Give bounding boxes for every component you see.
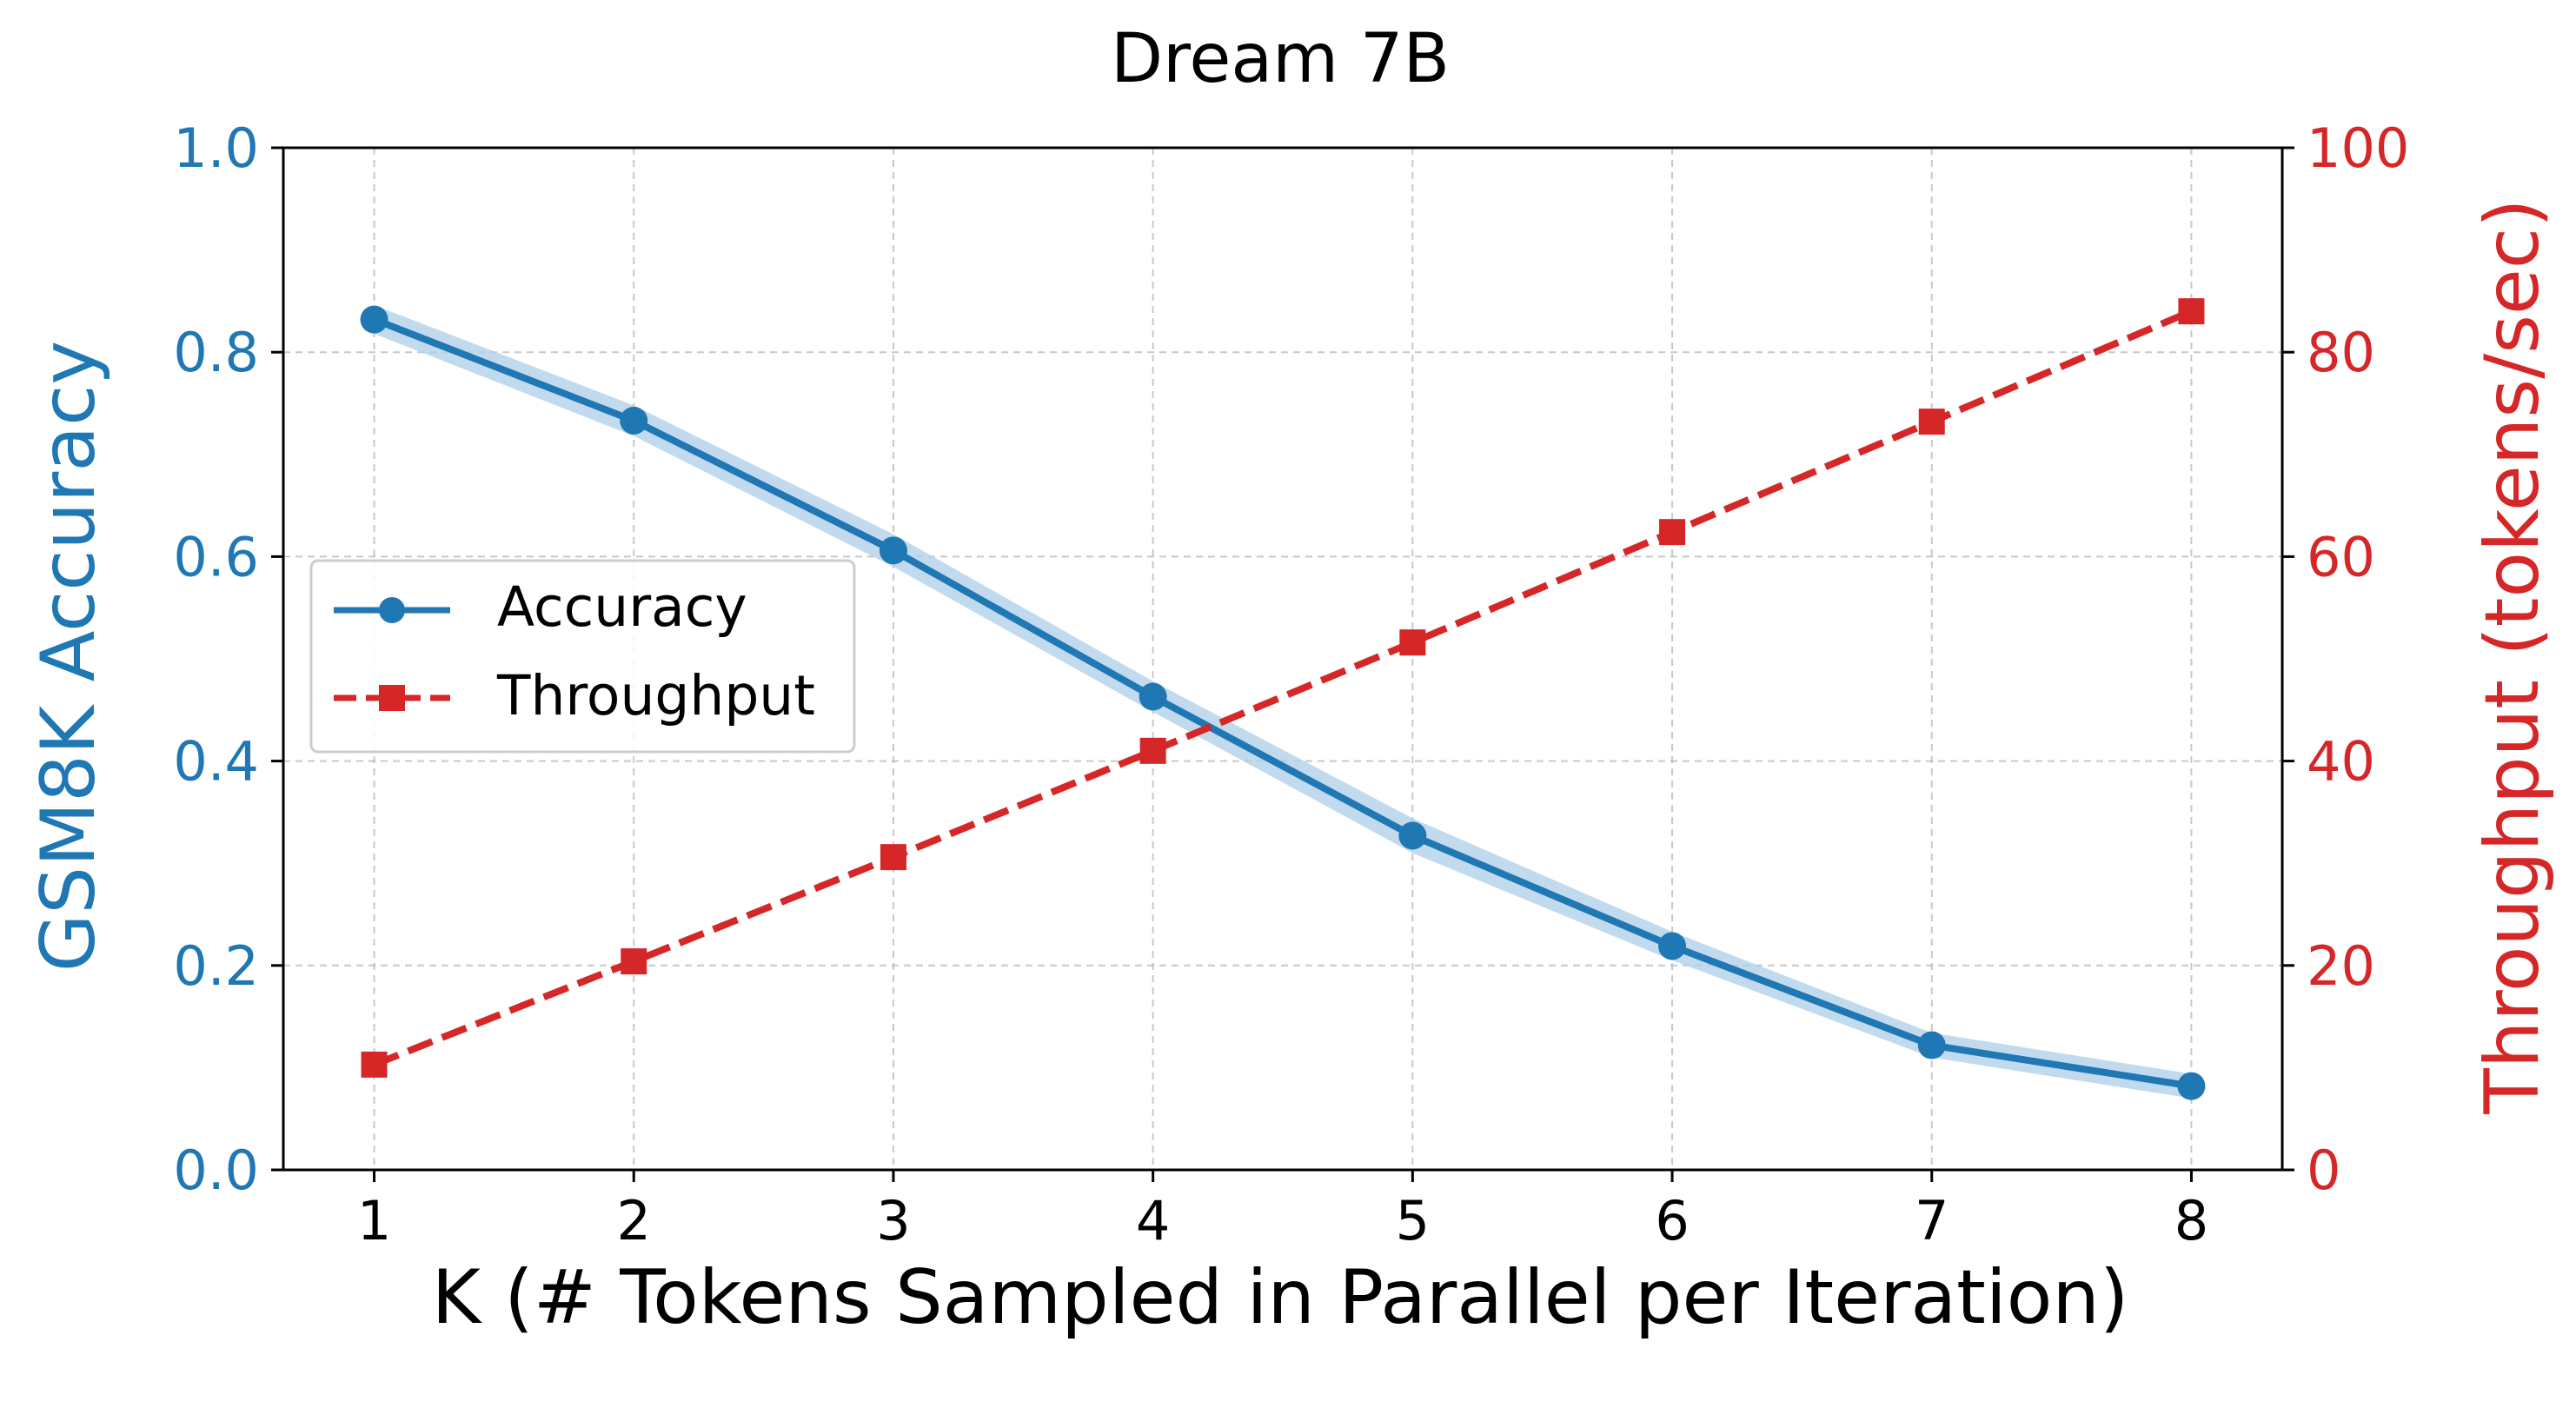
x-axis: 1 2 3 4 5 6 7 8 xyxy=(357,1170,2208,1252)
throughput-point xyxy=(621,948,647,975)
x-tick-label: 8 xyxy=(2174,1189,2208,1252)
legend-throughput-label: Throughput xyxy=(496,664,815,727)
accuracy-point xyxy=(879,536,907,565)
legend-throughput-marker xyxy=(379,685,405,711)
accuracy-point xyxy=(1658,932,1687,960)
chart-title: Dream 7B xyxy=(1111,20,1450,98)
throughput-point xyxy=(1139,737,1166,764)
x-tick-label: 1 xyxy=(357,1189,391,1252)
y-tick-label-left: 0.0 xyxy=(173,1139,259,1202)
accuracy-point xyxy=(620,406,648,435)
y-tick-label-right: 80 xyxy=(2307,321,2375,384)
accuracy-line xyxy=(373,316,2193,1090)
x-tick-label: 4 xyxy=(1136,1189,1170,1252)
y-tick-label-left: 0.4 xyxy=(173,730,259,794)
accuracy-point xyxy=(360,305,388,334)
x-tick-label: 7 xyxy=(1915,1189,1949,1252)
y-axis-right: 0 20 40 60 80 100 xyxy=(2282,116,2409,1202)
y-tick-label-right: 60 xyxy=(2307,525,2375,588)
x-tick-label: 3 xyxy=(876,1189,910,1252)
throughput-point xyxy=(1659,519,1686,546)
x-tick-label: 6 xyxy=(1655,1189,1689,1252)
y-tick-label-left: 0.2 xyxy=(173,934,259,998)
y-tick-label-left: 1.0 xyxy=(173,116,259,180)
series-markers xyxy=(360,298,2206,1100)
accuracy-point xyxy=(1917,1031,1946,1060)
throughput-point xyxy=(2178,298,2205,325)
y-axis-label-right: Throughput (tokens/sec) xyxy=(2469,198,2556,1114)
accuracy-point xyxy=(2177,1072,2206,1100)
legend-accuracy-label: Accuracy xyxy=(497,575,747,639)
accuracy-point xyxy=(1398,821,1427,850)
y-tick-label-right: 100 xyxy=(2307,116,2409,180)
y-axis-left: 0.0 0.2 0.4 0.6 0.8 1.0 xyxy=(173,116,283,1202)
x-tick-label: 2 xyxy=(617,1189,651,1252)
y-tick-label-right: 0 xyxy=(2307,1139,2340,1202)
x-axis-label: K (# Tokens Sampled in Parallel per Iter… xyxy=(432,1254,2129,1341)
series-lines xyxy=(373,308,2194,1090)
legend-accuracy-marker xyxy=(379,597,405,623)
throughput-point xyxy=(1399,629,1426,656)
throughput-point xyxy=(1918,409,1945,435)
y-tick-label-left: 0.8 xyxy=(173,321,259,384)
accuracy-band xyxy=(374,305,2192,1099)
y-tick-label-right: 40 xyxy=(2307,730,2375,794)
throughput-point xyxy=(880,844,906,871)
throughput-point xyxy=(361,1051,388,1078)
accuracy-point xyxy=(1139,682,1167,711)
y-tick-label-left: 0.6 xyxy=(173,525,259,588)
y-tick-label-right: 20 xyxy=(2307,934,2375,998)
accuracy-band-area xyxy=(374,305,2192,1099)
x-tick-label: 5 xyxy=(1396,1189,1430,1252)
legend: Accuracy Throughput xyxy=(309,559,856,754)
y-axis-label-left: GSM8K Accuracy xyxy=(25,341,112,973)
plot-frame xyxy=(282,146,2284,1172)
